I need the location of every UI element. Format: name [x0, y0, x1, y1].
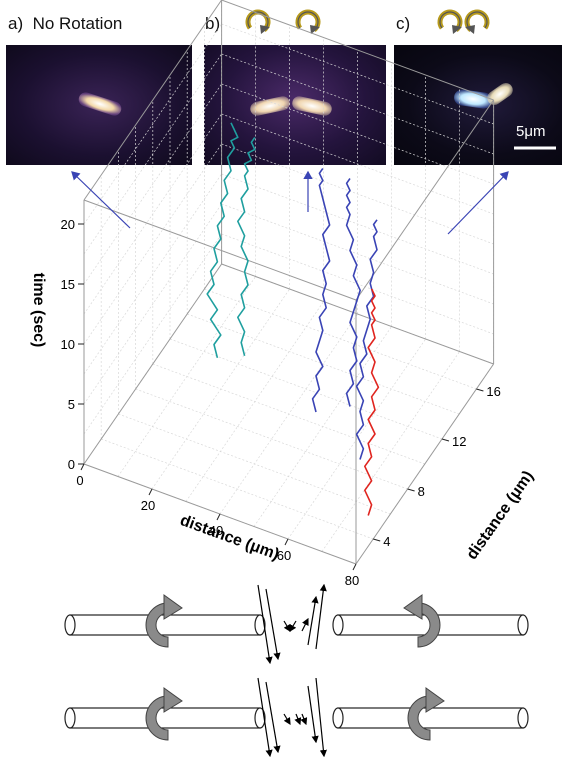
side-wall-grid-line	[83, 173, 222, 375]
chart-grid	[83, 0, 494, 565]
rotation-arrow-icon	[407, 687, 445, 741]
x-tick-mark	[352, 563, 357, 571]
frame-edge	[355, 99, 495, 301]
z-tick-label: 0	[68, 457, 75, 472]
rotation-schematic	[64, 583, 529, 758]
pointer-arrow	[71, 171, 131, 229]
floor-grid-line	[152, 363, 425, 465]
side-wall-grid-line	[83, 233, 222, 435]
panel-a-caption: No Rotation	[32, 14, 123, 33]
side-wall-grid-line	[83, 83, 222, 285]
panel-c-letter: c)	[396, 14, 411, 33]
frame-edge	[83, 0, 223, 201]
photo-pointer-arrows	[71, 170, 509, 235]
y-tick-mark	[441, 438, 450, 442]
floor-grid-line	[135, 388, 408, 490]
frame-edge	[221, 0, 494, 101]
panel-c-label: c)	[396, 14, 410, 34]
z-tick-label: 15	[61, 277, 75, 292]
y-tick-label: 12	[452, 434, 466, 449]
rod-left-top	[64, 614, 266, 636]
floor-grid-line	[118, 413, 391, 515]
y-tick-mark	[476, 388, 484, 392]
frame-edge	[83, 263, 223, 465]
scale-bar-label: 5μm	[516, 123, 545, 140]
frame-edge	[221, 263, 494, 365]
y-tick-mark	[373, 538, 381, 542]
chart-series	[206, 122, 380, 516]
side-wall-grid-line	[83, 23, 222, 225]
trajectory-line-c	[355, 219, 378, 460]
z-tick-label: 5	[68, 397, 75, 412]
micrograph-counter-rotation	[394, 45, 562, 165]
x-tick-label: 80	[345, 573, 359, 588]
back-wall-grid-line	[221, 203, 494, 305]
x-tick-mark	[284, 538, 289, 546]
clockwise-rotation-icon	[437, 9, 463, 34]
y-tick-label: 4	[383, 534, 390, 549]
panel-a-label: a) No Rotation	[8, 14, 122, 34]
flow-arrows-top	[257, 583, 327, 665]
counterclockwise-rotation-icon	[464, 9, 490, 34]
side-wall-grid-line	[83, 113, 222, 315]
side-wall-grid-line	[83, 143, 222, 345]
side-wall-grid-line	[83, 203, 222, 405]
panel-a-letter: a)	[8, 14, 24, 33]
x-tick-label: 0	[76, 473, 83, 488]
back-wall-grid-line	[221, 53, 494, 155]
flow-arrows-bottom	[257, 677, 327, 758]
x-tick-label: 60	[277, 548, 291, 563]
z-tick-label: 20	[61, 217, 75, 232]
z-axis-title: time (sec)	[30, 273, 47, 348]
rod-left-bottom	[64, 707, 266, 729]
x-tick-mark	[148, 488, 153, 496]
frame-edge	[355, 363, 495, 565]
x-tick-mark	[216, 513, 221, 521]
side-wall-grid-line	[83, 53, 222, 255]
chart-ticks: 0 5 10 15 20 0 20 40 60 80 4 8 12 16	[61, 217, 501, 588]
rotation-arrow-icon	[145, 687, 183, 741]
y-axis-title: distance (μm)	[464, 468, 538, 563]
trajectory-line-c	[363, 288, 380, 516]
floor-grid-line	[187, 313, 460, 415]
y-tick-label: 16	[486, 384, 500, 399]
micrograph-no-rotation	[6, 45, 192, 165]
clockwise-rotation-icon	[295, 9, 321, 34]
rotation-arrow-icon	[403, 594, 441, 648]
z-tick-label: 10	[61, 337, 75, 352]
rotation-indicators	[245, 9, 490, 34]
trajectory-line-b	[345, 178, 362, 407]
chart-frame	[83, 0, 495, 565]
x-axis-title: distance (μm)	[178, 512, 282, 564]
back-wall-grid-line	[221, 113, 494, 215]
back-wall-grid-line	[221, 143, 494, 245]
y-tick-label: 8	[418, 484, 425, 499]
y-tick-mark	[407, 488, 415, 492]
back-wall-grid-line	[221, 83, 494, 185]
rod-right-bottom	[332, 707, 529, 729]
clockwise-rotation-icon	[245, 9, 271, 34]
floor-grid-line	[204, 288, 477, 390]
frame-edge	[83, 199, 357, 301]
trajectory-line-a	[237, 137, 256, 356]
back-wall-grid-line	[221, 23, 494, 125]
x-tick-mark	[80, 463, 85, 471]
x-tick-label: 20	[141, 498, 155, 513]
floor-grid-line	[169, 338, 443, 440]
micrograph-co-rotation	[204, 45, 386, 165]
trajectory-line-a	[206, 122, 239, 358]
back-wall-grid-line	[221, 173, 494, 275]
rotation-arrow-icon	[145, 594, 183, 648]
x-tick-label: 40	[209, 523, 223, 538]
trajectory-line-b	[311, 168, 331, 413]
floor-grid-line	[101, 438, 374, 540]
pointer-arrow	[447, 171, 509, 235]
